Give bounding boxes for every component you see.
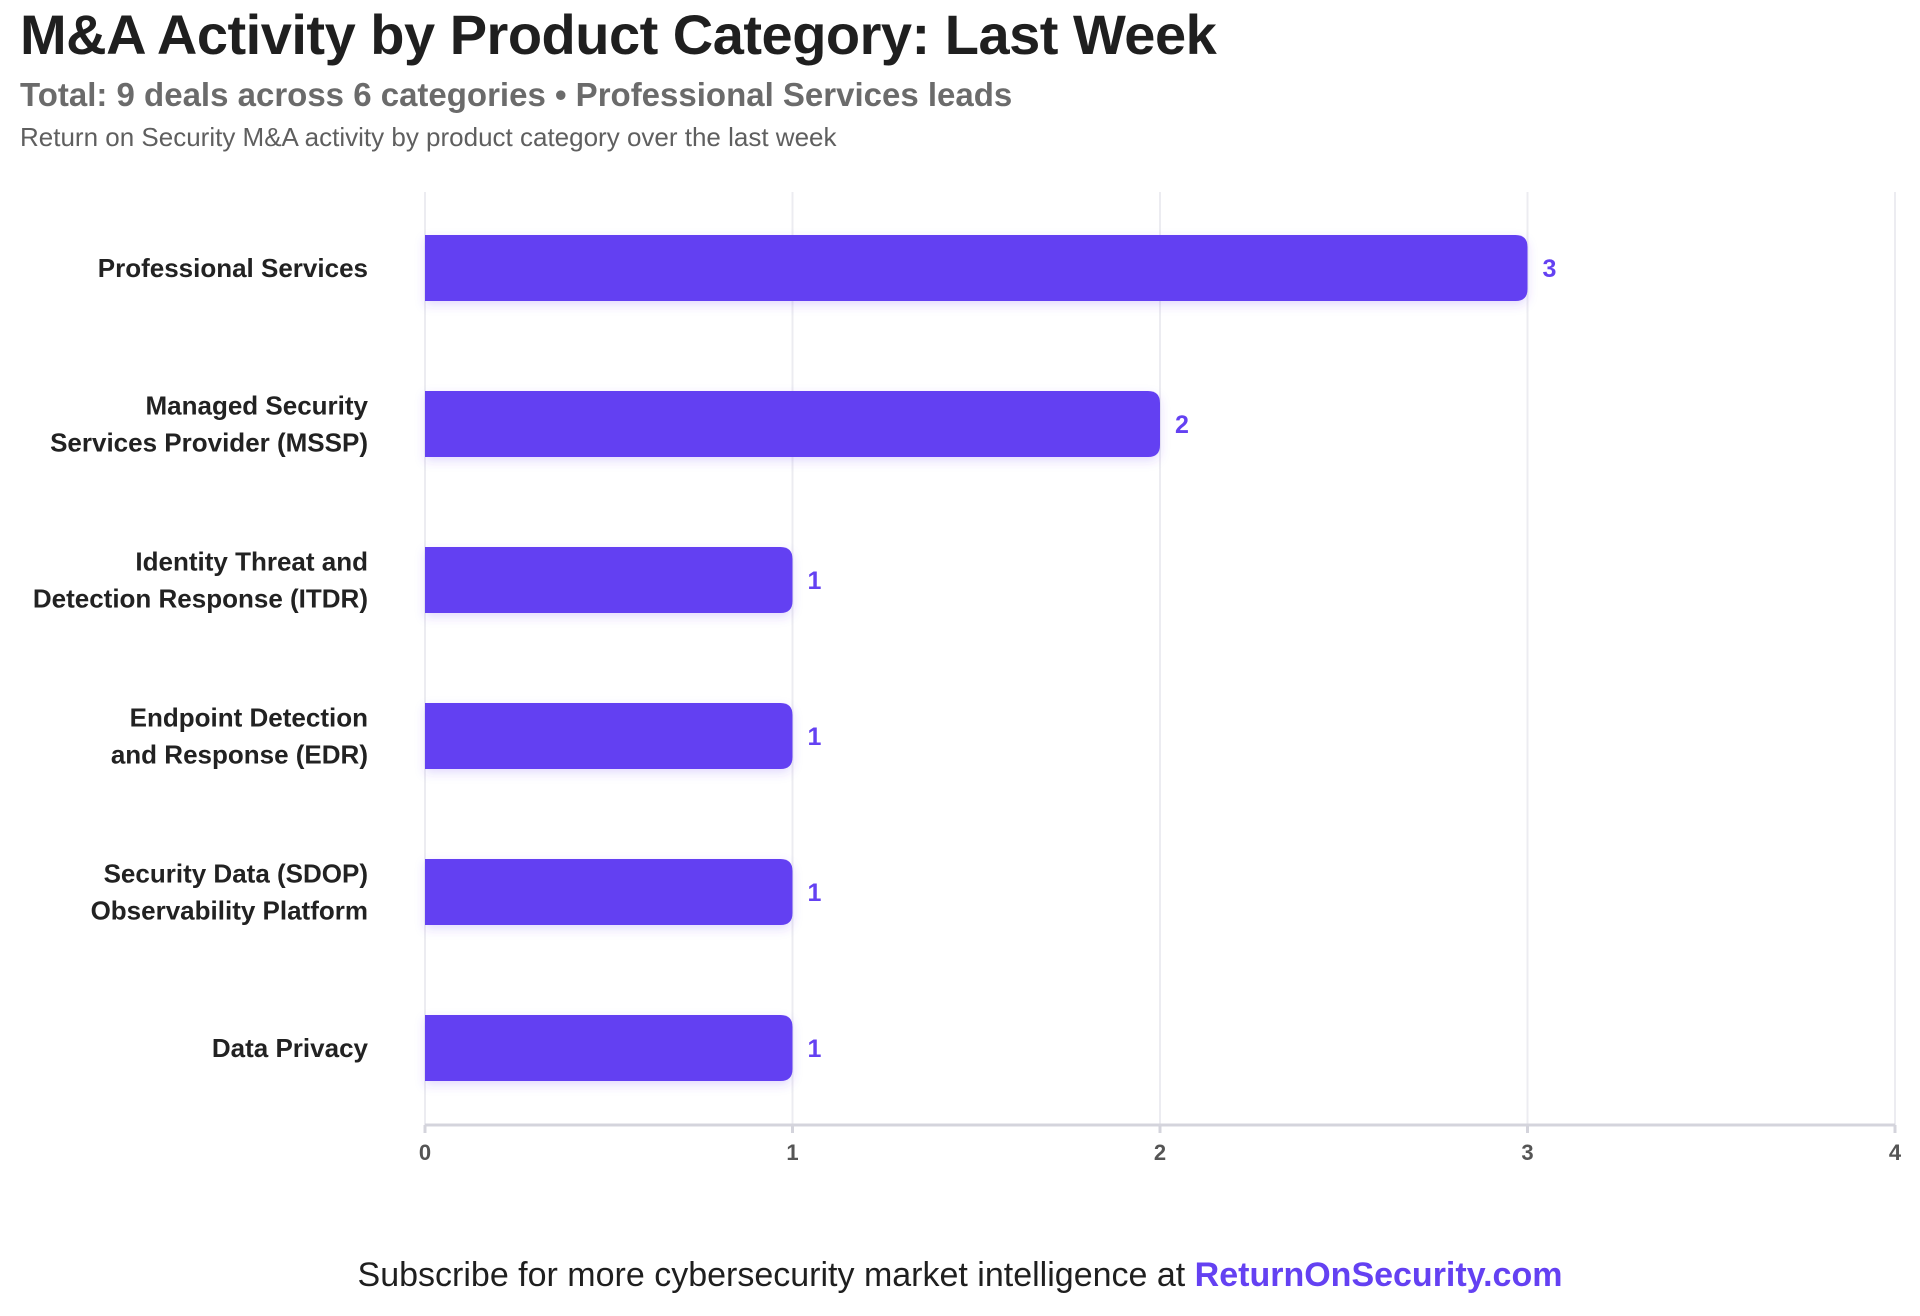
footer: Subscribe for more cybersecurity market …	[0, 1256, 1920, 1295]
category-label: Security Data (SDOP) Observability Platfo…	[91, 859, 368, 926]
bar-chart: 3 Professional Services 2 Managed Security S…	[33, 192, 1902, 1165]
x-tick-label: 2	[1154, 1140, 1166, 1165]
x-axis: 0 1 2 3 4	[419, 1123, 1902, 1165]
category-label-line: Identity Threat and	[135, 547, 368, 577]
category-label-line: Observability Platform	[91, 896, 368, 926]
bar-value-label: 1	[808, 723, 822, 751]
category-label-line: Managed Security	[145, 391, 368, 421]
category-label: Managed Security Services Provider (MSSP)	[50, 391, 368, 458]
bar[interactable]	[425, 547, 793, 613]
category-label-line: Security Data (SDOP)	[104, 859, 368, 889]
category-label: Data Privacy	[212, 1033, 369, 1063]
bar[interactable]	[425, 703, 793, 769]
bar[interactable]	[425, 859, 793, 925]
x-tick-label: 3	[1521, 1140, 1533, 1165]
bar-value-label: 3	[1543, 255, 1557, 283]
category-label-line: Endpoint Detection	[130, 703, 368, 733]
footer-text: Subscribe for more cybersecurity market …	[357, 1256, 1195, 1294]
x-tick-label: 0	[419, 1140, 431, 1165]
bar-value-label: 1	[808, 879, 822, 907]
chart-description: Return on Security M&A activity by produ…	[20, 122, 837, 152]
category-label-line: Data Privacy	[212, 1033, 369, 1063]
bar-value-label: 1	[808, 567, 822, 595]
category-label: Endpoint Detection and Response (EDR)	[111, 703, 368, 770]
return-on-security-link[interactable]: ReturnOnSecurity.com	[1194, 1256, 1563, 1294]
category-label: Professional Services	[98, 253, 368, 283]
bar[interactable]	[425, 391, 1160, 457]
bar-value-label: 2	[1175, 411, 1189, 439]
grid-lines	[424, 192, 1896, 1125]
bar[interactable]	[425, 235, 1528, 301]
category-label-line: Services Provider (MSSP)	[50, 428, 368, 458]
category-label-line: and Response (EDR)	[111, 740, 368, 770]
chart-subtitle: Total: 9 deals across 6 categories • Pro…	[20, 76, 1013, 113]
x-tick-label: 1	[786, 1140, 798, 1165]
category-label-line: Professional Services	[98, 253, 368, 283]
bar[interactable]	[425, 1015, 793, 1081]
category-label-line: Detection Response (ITDR)	[33, 584, 368, 614]
bars: 3 Professional Services 2 Managed Security S…	[33, 235, 1557, 1081]
category-label: Identity Threat and Detection Response (I…	[33, 547, 368, 614]
bar-value-label: 1	[808, 1035, 822, 1063]
chart-title: M&A Activity by Product Category: Last W…	[20, 3, 1217, 66]
x-tick-label: 4	[1889, 1140, 1902, 1165]
